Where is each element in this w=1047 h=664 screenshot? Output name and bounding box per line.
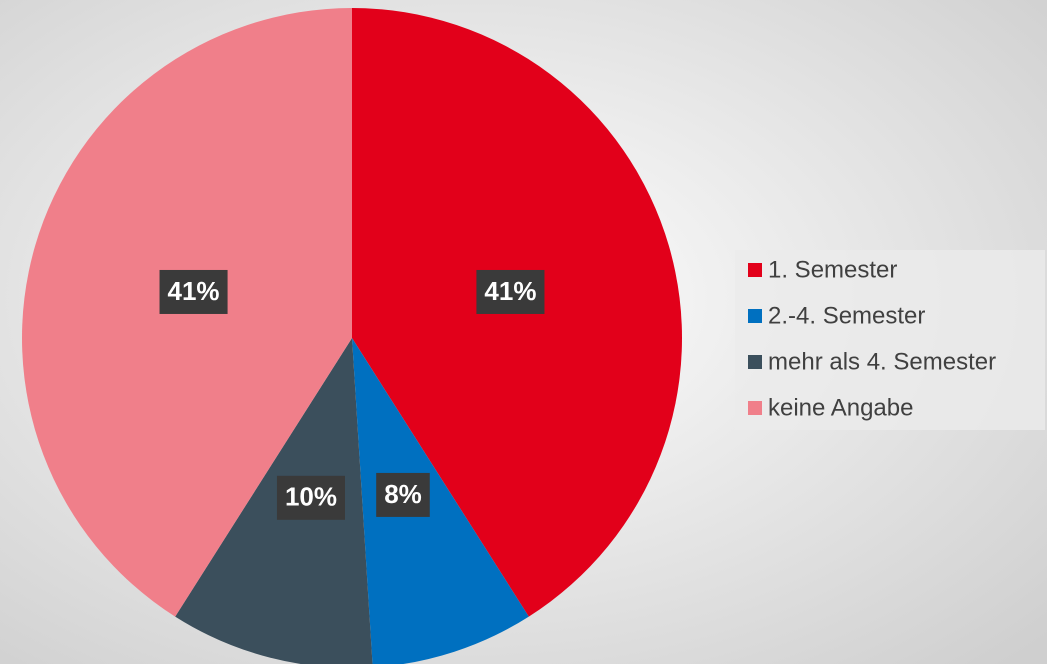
- data-label: 41%: [484, 276, 536, 306]
- data-label-box: [376, 472, 430, 517]
- legend-label: mehr als 4. Semester: [768, 348, 996, 375]
- data-label: 8%: [384, 479, 422, 509]
- data-label-box: [159, 269, 228, 314]
- legend-label: 2.-4. Semester: [768, 302, 925, 329]
- data-label: 10%: [285, 482, 337, 512]
- legend-label: 1. Semester: [768, 256, 897, 283]
- data-label-box: [476, 269, 545, 314]
- data-label-box: [276, 475, 345, 520]
- legend-label: keine Angabe: [768, 394, 913, 421]
- pie-slice: [175, 338, 373, 664]
- pie-slice: [352, 338, 529, 664]
- legend-swatch: [748, 309, 762, 323]
- legend-swatch: [748, 355, 762, 369]
- legend-swatch: [748, 401, 762, 415]
- legend-box: [735, 250, 1045, 430]
- legend-swatch: [748, 263, 762, 277]
- data-label: 41%: [168, 276, 220, 306]
